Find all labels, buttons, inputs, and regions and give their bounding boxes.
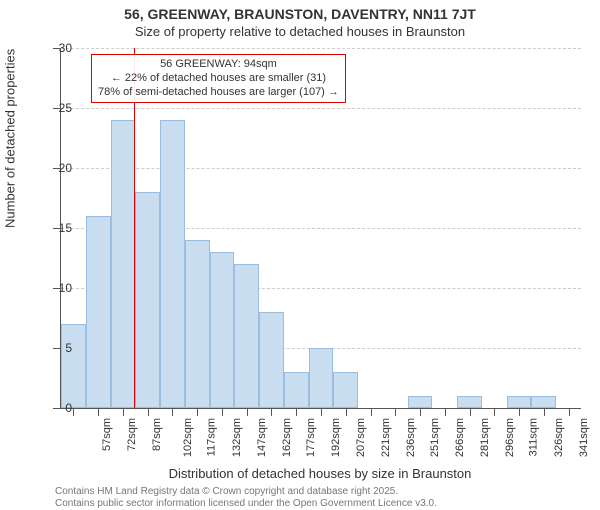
title-main: 56, GREENWAY, BRAUNSTON, DAVENTRY, NN11 … (0, 6, 600, 22)
histogram-bar (408, 396, 433, 408)
x-tick (73, 408, 74, 416)
x-tick (321, 408, 322, 416)
x-tick (420, 408, 421, 416)
annotation-line-2: ← 22% of detached houses are smaller (31… (98, 72, 339, 86)
footer-attribution: Contains HM Land Registry data © Crown c… (55, 486, 437, 510)
y-axis-label: Number of detached properties (3, 49, 18, 228)
y-tick-label: 20 (42, 161, 72, 175)
x-tick-label: 87sqm (151, 418, 163, 451)
histogram-bar (210, 252, 235, 408)
x-tick-label: 192sqm (330, 418, 342, 457)
x-tick-label: 341sqm (578, 418, 590, 457)
annotation-box: 56 GREENWAY: 94sqm← 22% of detached hous… (91, 54, 346, 103)
x-tick-label: 221sqm (380, 418, 392, 457)
y-tick-label: 15 (42, 221, 72, 235)
x-tick (172, 408, 173, 416)
x-tick-label: 57sqm (101, 418, 113, 451)
x-tick-label: 207sqm (355, 418, 367, 457)
histogram-bar (284, 372, 309, 408)
x-tick (494, 408, 495, 416)
x-tick (346, 408, 347, 416)
x-tick-label: 147sqm (256, 418, 268, 457)
x-tick (222, 408, 223, 416)
annotation-line-1: 56 GREENWAY: 94sqm (98, 58, 339, 72)
x-tick-label: 296sqm (504, 418, 516, 457)
x-tick-label: 102sqm (182, 418, 194, 457)
x-tick-label: 117sqm (206, 418, 218, 456)
histogram-bar (160, 120, 185, 408)
x-tick (247, 408, 248, 416)
x-tick-label: 236sqm (405, 418, 417, 457)
x-tick (371, 408, 372, 416)
histogram-bar (457, 396, 482, 408)
x-tick (98, 408, 99, 416)
x-tick-label: 266sqm (454, 418, 466, 457)
histogram-bar (259, 312, 284, 408)
histogram-bar (309, 348, 334, 408)
x-tick-label: 162sqm (281, 418, 293, 457)
x-tick-label: 251sqm (429, 418, 441, 457)
annotation-line-3: 78% of semi-detached houses are larger (… (98, 86, 339, 100)
x-tick (519, 408, 520, 416)
title-sub: Size of property relative to detached ho… (0, 24, 600, 39)
y-tick-label: 25 (42, 101, 72, 115)
x-tick-label: 132sqm (231, 418, 243, 457)
x-tick (271, 408, 272, 416)
x-tick (148, 408, 149, 416)
x-tick (470, 408, 471, 416)
x-tick (395, 408, 396, 416)
histogram-bar (531, 396, 556, 408)
histogram-bar (507, 396, 532, 408)
gridline (61, 168, 581, 169)
histogram-bar (135, 192, 160, 408)
gridline (61, 108, 581, 109)
x-tick (569, 408, 570, 416)
histogram-bar (333, 372, 358, 408)
x-tick (296, 408, 297, 416)
y-tick-label: 10 (42, 281, 72, 295)
x-tick-label: 72sqm (126, 418, 138, 451)
x-tick-label: 311sqm (528, 418, 540, 456)
x-axis-label: Distribution of detached houses by size … (60, 466, 580, 481)
footer-line-1: Contains HM Land Registry data © Crown c… (55, 486, 437, 498)
chart-container: 56, GREENWAY, BRAUNSTON, DAVENTRY, NN11 … (0, 0, 600, 500)
histogram-bar (86, 216, 111, 408)
y-tick-label: 0 (42, 401, 72, 415)
x-tick-label: 281sqm (479, 418, 491, 457)
gridline (61, 48, 581, 49)
histogram-bar (111, 120, 136, 408)
x-tick-label: 326sqm (553, 418, 565, 457)
y-tick-label: 5 (42, 341, 72, 355)
histogram-bar (185, 240, 210, 408)
plot-area: 56 GREENWAY: 94sqm← 22% of detached hous… (60, 48, 581, 409)
x-tick (123, 408, 124, 416)
histogram-bar (234, 264, 259, 408)
y-tick-label: 30 (42, 41, 72, 55)
x-tick (445, 408, 446, 416)
histogram-bar (61, 324, 86, 408)
x-tick (544, 408, 545, 416)
x-tick (197, 408, 198, 416)
x-tick-label: 177sqm (306, 418, 318, 457)
